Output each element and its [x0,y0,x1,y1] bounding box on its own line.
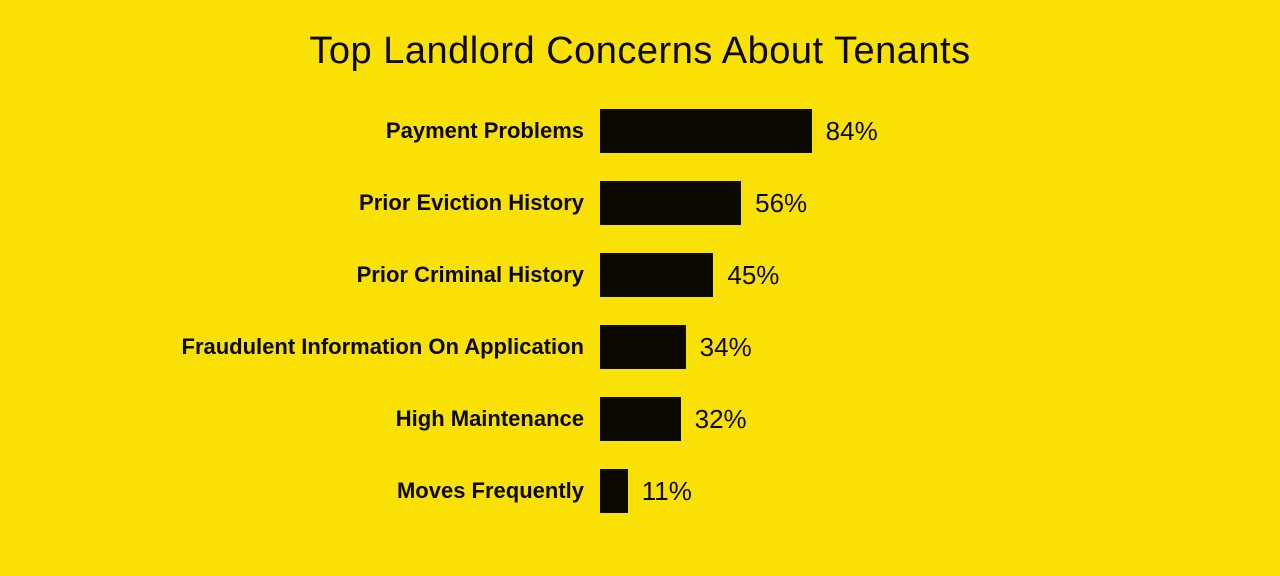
bar-label: Prior Criminal History [60,262,600,288]
bar-fill [600,325,686,369]
bar-value: 56% [741,188,807,219]
bar-track: 45% [600,253,1220,297]
bar-row: Prior Criminal History 45% [60,253,1220,297]
bar-track: 11% [600,469,1220,513]
bar-label: High Maintenance [60,406,600,432]
bar-track: 34% [600,325,1220,369]
bar-value: 32% [681,404,747,435]
bar-row: Prior Eviction History 56% [60,181,1220,225]
bar-value: 45% [713,260,779,291]
bar-track: 32% [600,397,1220,441]
bar-fill [600,181,741,225]
bar-value: 11% [628,476,692,507]
bar-fill [600,469,628,513]
bar-fill [600,397,681,441]
bar-row: Moves Frequently 11% [60,469,1220,513]
bar-value: 34% [686,332,752,363]
bar-label: Payment Problems [60,118,600,144]
chart-container: Top Landlord Concerns About Tenants Paym… [0,0,1280,576]
bar-track: 84% [600,109,1220,153]
bar-fill [600,253,713,297]
bar-label: Moves Frequently [60,478,600,504]
bar-row: High Maintenance 32% [60,397,1220,441]
bar-row: Payment Problems 84% [60,109,1220,153]
bar-row: Fraudulent Information On Application 34… [60,325,1220,369]
bar-label: Prior Eviction History [60,190,600,216]
bar-track: 56% [600,181,1220,225]
bar-value: 84% [812,116,878,147]
chart-title: Top Landlord Concerns About Tenants [60,30,1220,73]
bar-fill [600,109,812,153]
bar-label: Fraudulent Information On Application [60,334,600,360]
